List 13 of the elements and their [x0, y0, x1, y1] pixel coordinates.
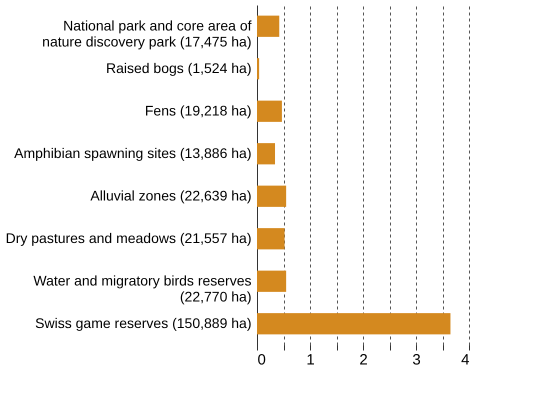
y-tick-label: Alluvial zones (22,639 ha)	[90, 187, 252, 204]
y-tick-label: Swiss game reserves (150,889 ha)	[35, 314, 252, 331]
x-tick-label: 0	[258, 352, 266, 368]
y-tick-label: Water and migratory birds reserves (22,770 ha)	[33, 272, 252, 304]
x-tick-label: 4	[461, 352, 470, 368]
y-tick-label: Fens (19,218 ha)	[144, 102, 252, 118]
y-tick-label: Amphibian spawning sites (13,886 ha)	[14, 144, 252, 161]
x-tick-label: 3	[412, 352, 421, 368]
y-tick-label: National park and core area of nature discovery park (17,475 ha)	[42, 17, 252, 50]
x-tick-label: 2	[359, 352, 368, 368]
x-tick-label: 1	[306, 352, 315, 368]
y-tick-label: Dry pastures and meadows (21,557 ha)	[6, 230, 252, 246]
y-tick-label: Raised bogs (1,524 ha)	[106, 60, 252, 76]
